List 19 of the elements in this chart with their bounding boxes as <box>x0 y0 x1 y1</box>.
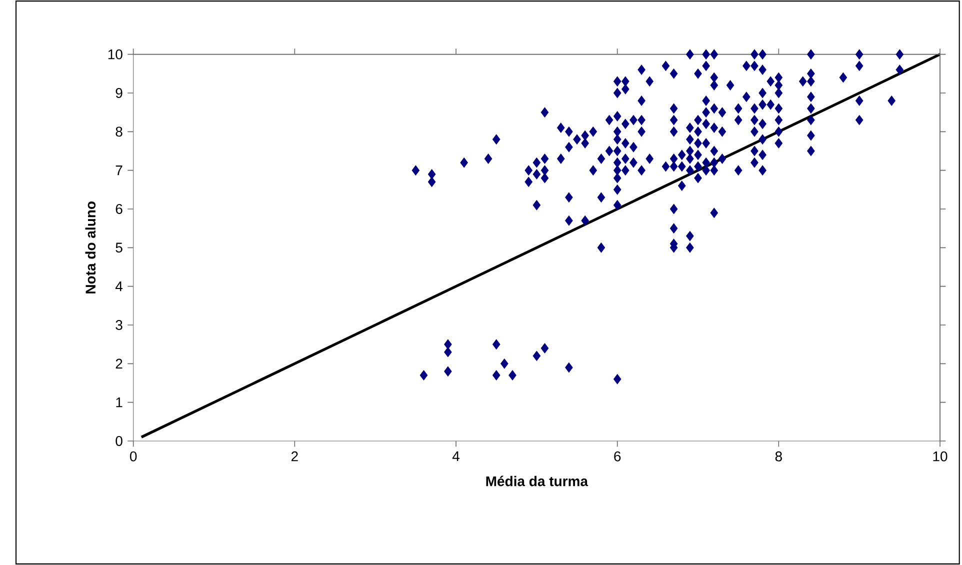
y-tick-label: 3 <box>116 320 122 330</box>
y-tick-label: 9 <box>116 88 122 98</box>
y-tick-label: 2 <box>116 358 122 369</box>
x-tick-label: 6 <box>614 451 621 462</box>
x-tick-label: 10 <box>933 451 948 462</box>
x-tick-label: 4 <box>452 451 460 462</box>
y-tick-label: 6 <box>116 204 122 214</box>
y-tick-label: 5 <box>116 242 122 253</box>
y-tick-label: 7 <box>116 166 122 176</box>
x-tick-label: 2 <box>291 451 298 462</box>
y-tick-label: 4 <box>115 282 123 292</box>
x-tick-label: 8 <box>775 451 782 462</box>
y-axis-title: Nota do aluno <box>85 202 96 294</box>
y-tick-label: 1 <box>116 398 122 408</box>
x-axis-title: Média da turma <box>486 476 588 486</box>
x-tick-label: 0 <box>130 451 137 462</box>
y-tick-label: 8 <box>116 126 122 137</box>
y-tick-label: 0 <box>116 436 122 446</box>
y-tick-label: 10 <box>108 49 122 60</box>
